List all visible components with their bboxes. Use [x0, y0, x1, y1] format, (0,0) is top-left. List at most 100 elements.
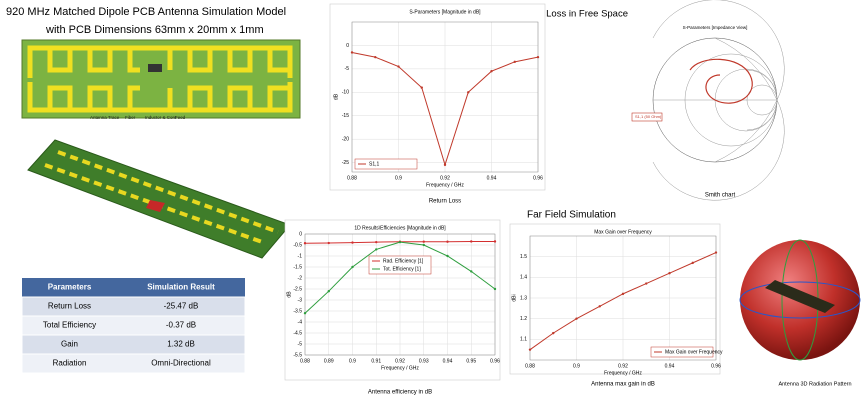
data-point: [599, 305, 601, 307]
x-tick-label: 0.9: [349, 358, 356, 364]
pcb-image: [22, 40, 300, 118]
smith-title: S-Parameters [Impedance View]: [683, 25, 748, 30]
legend-label: S1,1: [369, 161, 380, 167]
y-tick-label: 1.4: [520, 275, 527, 281]
legend-label: Max Gain over Frequency: [665, 349, 723, 355]
x-tick-label: 0.96: [490, 358, 500, 364]
y-tick-label: -10: [342, 90, 349, 96]
x-tick-label: 0.88: [525, 363, 535, 369]
data-point: [467, 91, 469, 93]
x-tick-label: 0.94: [665, 363, 675, 369]
data-point: [645, 282, 647, 284]
data-point: [537, 56, 539, 58]
data-point: [529, 348, 531, 350]
table-cell: -0.37 dB: [166, 321, 196, 330]
data-point: [494, 288, 496, 290]
data-point: [494, 240, 496, 242]
table-cell: Radiation: [53, 359, 87, 368]
y-tick-label: 1.2: [520, 316, 527, 322]
x-axis-label: Frequency / GHz: [381, 365, 419, 371]
pcb-label: Fiber: [125, 115, 136, 120]
data-point: [552, 332, 554, 334]
y-tick-label: -3: [298, 297, 303, 303]
x-tick-label: 0.88: [347, 175, 357, 181]
data-point: [351, 51, 353, 53]
y-tick-label: 0: [346, 43, 349, 49]
y-tick-label: -2: [298, 275, 303, 281]
y-tick-label: -5: [298, 341, 303, 347]
table-cell: Return Loss: [48, 302, 91, 311]
data-point: [304, 312, 306, 314]
y-tick-label: 0: [299, 231, 302, 237]
data-point: [421, 86, 423, 88]
table-cell: 1.32 dB: [167, 340, 195, 349]
data-point: [375, 241, 377, 243]
x-tick-label: 0.95: [466, 358, 476, 364]
y-tick-label: -1: [298, 253, 303, 259]
x-axis-label: Frequency / GHz: [604, 370, 642, 376]
data-point: [397, 65, 399, 67]
data-point: [399, 241, 401, 243]
data-point: [514, 61, 516, 63]
x-tick-label: 0.9: [573, 363, 580, 369]
data-point: [692, 262, 694, 264]
pcb-label: Feed: [175, 115, 186, 120]
legend-label: Tot. Efficiency [1]: [383, 266, 421, 272]
title-line: 920 MHz Matched Dipole PCB Antenna Simul…: [6, 6, 286, 18]
caption: Return Loss: [429, 199, 461, 205]
y-tick-label: 1.1: [520, 337, 527, 343]
data-point: [423, 244, 425, 246]
data-point: [351, 266, 353, 268]
data-point: [470, 270, 472, 272]
pcb-label: Antenna Trace: [90, 115, 120, 120]
y-tick-label: 1.3: [520, 295, 527, 301]
x-tick-label: 0.92: [618, 363, 628, 369]
y-tick-label: -4.5: [293, 330, 302, 336]
legend-label: Rad. Efficiency [1]: [383, 258, 424, 264]
data-point: [328, 242, 330, 244]
x-tick-label: 0.88: [300, 358, 310, 364]
data-point: [375, 248, 377, 250]
y-tick-label: -15: [342, 113, 349, 119]
data-point: [304, 242, 306, 244]
caption: Antenna 3D Radiation Pattern: [778, 381, 851, 387]
table-header: Simulation Result: [147, 283, 215, 292]
y-tick-label: -20: [342, 137, 349, 143]
table-cell: Omni-Directional: [151, 359, 211, 368]
data-point: [490, 70, 492, 72]
data-point: [622, 293, 624, 295]
y-axis-label: dBi: [511, 294, 517, 301]
title-line: with PCB Dimensions 63mm x 20mm x 1mm: [45, 24, 264, 36]
radiation-pattern: [740, 240, 860, 360]
data-point: [351, 241, 353, 243]
table-cell: Gain: [61, 340, 78, 349]
y-tick-label: -2.5: [293, 286, 302, 292]
pcb-label: Inductor & Cont: [145, 115, 177, 120]
chart-title: 1D Results\Efficiencies [Magnitude in dB…: [354, 225, 446, 231]
chart-title: S-Parameters [Magnitude in dB]: [409, 9, 481, 15]
y-tick-label: -5: [345, 66, 350, 72]
x-tick-label: 0.94: [443, 358, 453, 364]
pcb-3d: [28, 140, 290, 258]
data-point: [328, 290, 330, 292]
caption: Smith chart: [705, 193, 736, 199]
data-point: [715, 251, 717, 253]
table-row-bg: [22, 335, 245, 354]
y-tick-label: -1.5: [293, 264, 302, 270]
caption: Antenna efficiency in dB: [368, 390, 432, 396]
chart-title: Max Gain over Frequency: [594, 229, 652, 235]
data-point: [575, 317, 577, 319]
x-tick-label: 0.96: [533, 175, 543, 181]
y-tick-label: -0.5: [293, 242, 302, 248]
heading: Far Field Simulation: [527, 210, 616, 221]
x-tick-label: 0.91: [371, 358, 381, 364]
x-tick-label: 0.92: [440, 175, 450, 181]
data-point: [446, 255, 448, 257]
y-axis-label: dB: [333, 93, 339, 100]
data-point: [668, 272, 670, 274]
y-tick-label: -4: [298, 319, 303, 325]
y-tick-label: -25: [342, 160, 349, 166]
data-point: [470, 240, 472, 242]
smith-legend: S1,1 (50 Ohm): [635, 114, 662, 119]
